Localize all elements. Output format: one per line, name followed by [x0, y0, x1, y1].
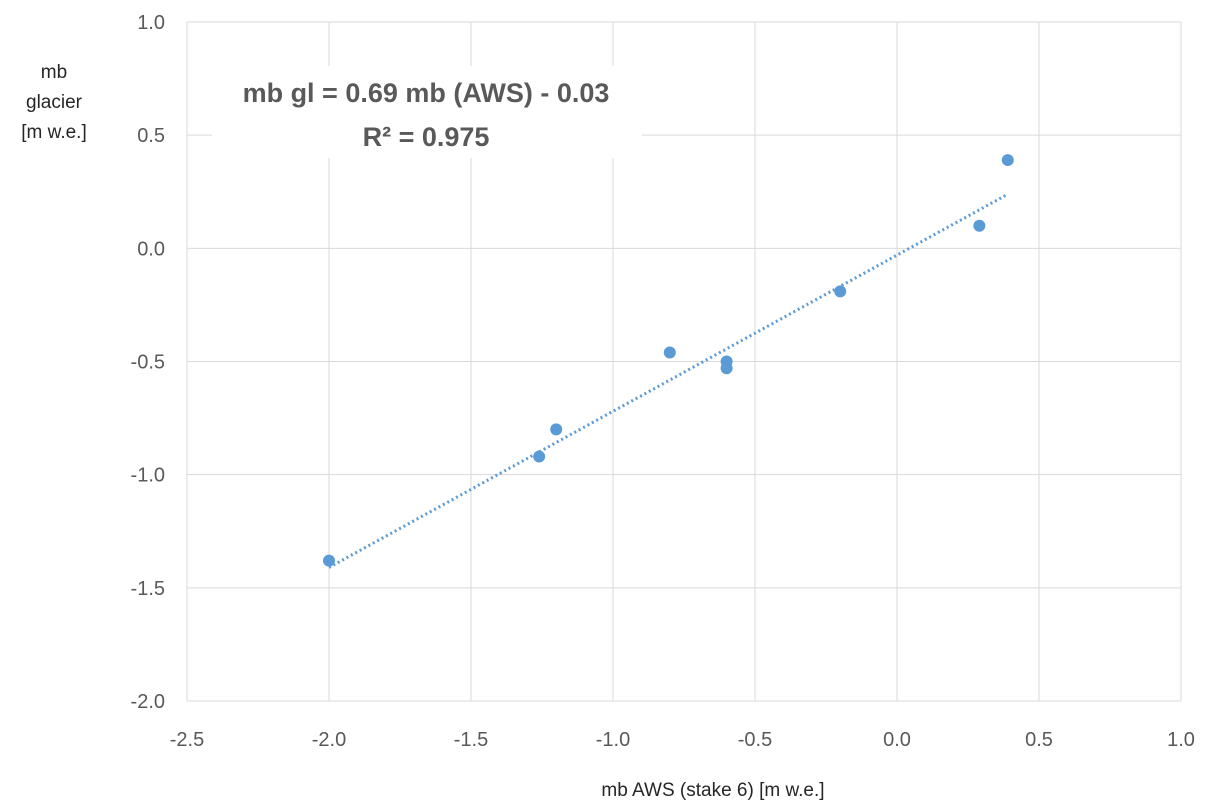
data-point: [323, 554, 335, 567]
x-tick-label: -1.5: [454, 729, 488, 751]
data-point: [973, 219, 986, 232]
y-tick-labels: 1.0 0.5 0.0 -0.5 -1.0 -1.5 -2.0: [131, 12, 165, 713]
y-axis-title-line3: [m w.e.]: [21, 122, 86, 143]
y-axis-title-line2: glacier: [26, 92, 83, 113]
y-axis-title-line1: mb: [41, 62, 67, 83]
data-point: [663, 346, 676, 359]
equation-box: [212, 66, 642, 158]
data-point: [720, 362, 733, 375]
x-tick-label: -0.5: [738, 729, 772, 751]
data-point: [1001, 154, 1014, 167]
x-tick-label: -1.0: [596, 729, 630, 751]
y-tick-label: 1.0: [137, 12, 165, 34]
grid: [186, 21, 1182, 702]
x-tick-label: 0.0: [883, 729, 911, 751]
y-tick-label: 0.5: [137, 125, 165, 147]
equation-text: mb gl = 0.69 mb (AWS) - 0.03: [243, 78, 610, 108]
y-tick-label: -0.5: [131, 352, 165, 374]
y-tick-label: 0.0: [137, 238, 165, 260]
data-point: [533, 450, 546, 463]
x-tick-label: 0.5: [1025, 729, 1053, 751]
x-axis-title: mb AWS (stake 6) [m w.e.]: [601, 780, 824, 801]
x-tick-label: -2.5: [170, 729, 204, 751]
x-tick-label: 1.0: [1167, 729, 1195, 751]
r-squared-text: R² = 0.975: [363, 122, 490, 152]
y-tick-label: -1.0: [131, 465, 165, 487]
y-tick-label: -1.5: [131, 578, 165, 600]
y-tick-label: -2.0: [131, 691, 165, 713]
x-tick-label: -2.0: [312, 729, 346, 751]
data-points: [323, 154, 1014, 567]
data-point: [834, 285, 847, 298]
linear-trendline: [328, 192, 1009, 569]
x-tick-labels: -2.5 -2.0 -1.5 -1.0 -0.5 0.0 0.5 1.0: [170, 729, 1195, 751]
trendline-layer: [328, 192, 1009, 569]
data-point: [550, 423, 563, 436]
